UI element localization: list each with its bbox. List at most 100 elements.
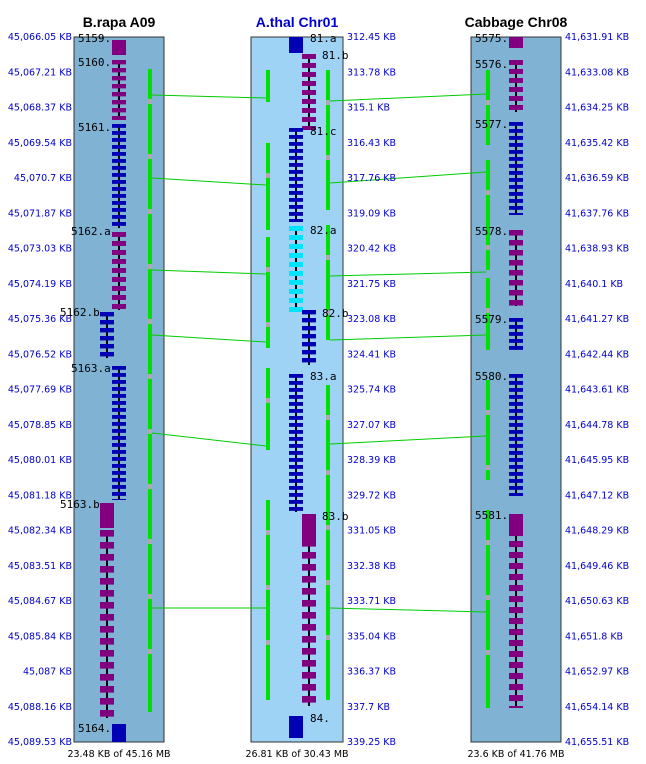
gene-exon xyxy=(509,563,523,570)
gene-exon xyxy=(100,554,114,561)
gene-exon xyxy=(302,612,316,619)
gene-model xyxy=(289,226,303,312)
gene-exon xyxy=(302,326,316,331)
tick-label: 41,651.8 KB xyxy=(565,631,623,642)
gene-exon xyxy=(100,674,114,681)
gene-model xyxy=(289,37,303,53)
gene-exon xyxy=(100,344,114,349)
track-gap xyxy=(148,429,152,434)
gene-exon xyxy=(112,401,126,405)
gene-exon xyxy=(112,499,126,500)
gene-model xyxy=(302,540,316,706)
tick-label: 45,084.67 KB xyxy=(8,596,72,607)
tick-label: 45,073.03 KB xyxy=(8,244,72,255)
gene-model xyxy=(289,128,303,222)
gene-exon xyxy=(509,136,523,140)
gene-exon xyxy=(509,479,523,483)
gene-model xyxy=(509,230,523,306)
tick-label: 45,081.18 KB xyxy=(8,490,72,501)
gene-exon xyxy=(112,92,126,97)
gene-label: 5581. xyxy=(475,509,508,522)
gene-exon xyxy=(289,472,303,476)
gene-exon xyxy=(100,352,114,357)
gene-exon xyxy=(509,129,523,133)
panel-caption-brapa: 23.48 KB of 45.16 MB xyxy=(67,749,170,760)
gene-label: 5162.a xyxy=(71,225,111,238)
tick-label: 335.04 KB xyxy=(347,631,396,642)
gene-exon xyxy=(112,457,126,461)
gene-label: 5161. xyxy=(78,121,111,134)
tick-label: 325.74 KB xyxy=(347,385,396,396)
synteny-link xyxy=(151,177,267,186)
gene-exon xyxy=(509,332,523,336)
tick-label: 45,078.85 KB xyxy=(8,420,72,431)
gene-exon xyxy=(509,185,523,189)
gene-exon xyxy=(302,310,316,315)
gene-exon xyxy=(302,358,316,363)
gene-label: 5578. xyxy=(475,225,508,238)
gene-exon xyxy=(509,651,523,658)
gene-exon xyxy=(112,116,126,120)
gene-exon xyxy=(509,596,523,603)
tick-label: 331.05 KB xyxy=(347,526,396,537)
gene-exon xyxy=(112,373,126,377)
tick-label: 41,654.14 KB xyxy=(565,702,629,713)
gene-exon xyxy=(509,270,523,276)
alignment-track xyxy=(326,225,330,340)
tick-label: 45,080.01 KB xyxy=(8,455,72,466)
tick-label: 45,066.05 KB xyxy=(8,32,72,43)
gene-label: 81.c xyxy=(310,125,337,138)
tick-label: 41,650.63 KB xyxy=(565,596,629,607)
gene-model xyxy=(509,530,523,708)
tick-label: 45,067.21 KB xyxy=(8,67,72,78)
gene-label: 5576. xyxy=(475,58,508,71)
tick-label: 41,648.29 KB xyxy=(565,526,629,537)
ticks-athal: 312.45 KB 313.78 KB 315.1 KB 316.43 KB 317.7… xyxy=(347,32,396,748)
gene-exon xyxy=(302,342,316,347)
gene-exon xyxy=(289,493,303,497)
tick-label: 317.76 KB xyxy=(347,173,396,184)
tick-label: 45,070.7 KB xyxy=(14,173,72,184)
track-gap xyxy=(486,100,490,105)
gene-intron-line xyxy=(118,60,120,120)
gene-exon xyxy=(112,259,126,264)
gene-intron-line xyxy=(295,374,297,512)
gene-intron-line xyxy=(295,226,297,312)
track-gap xyxy=(266,322,270,327)
tick-label: 329.72 KB xyxy=(347,490,396,501)
gene-exon xyxy=(509,206,523,210)
gene-exon xyxy=(509,640,523,647)
gene-exon xyxy=(112,222,126,226)
track-gap xyxy=(266,640,270,645)
gene-exon xyxy=(509,230,523,236)
gene-exon xyxy=(509,164,523,168)
tick-label: 45,085.84 KB xyxy=(8,631,72,642)
synteny-link xyxy=(329,607,487,613)
gene-exon xyxy=(509,437,523,441)
alignment-track xyxy=(326,385,330,700)
gene-exon xyxy=(509,458,523,462)
gene-exon xyxy=(289,262,303,267)
track-gap xyxy=(326,155,330,160)
gene-model xyxy=(289,374,303,512)
gene-exon xyxy=(509,325,523,329)
gene-models xyxy=(100,37,523,742)
gene-exon xyxy=(289,289,303,294)
track-segment xyxy=(486,70,490,145)
gene-exon xyxy=(289,177,303,181)
gene-exon xyxy=(289,381,303,385)
synteny-link xyxy=(151,269,267,275)
gene-exon xyxy=(509,629,523,636)
synteny-link xyxy=(329,334,487,341)
gene-exon xyxy=(112,450,126,454)
synteny-link xyxy=(329,435,487,445)
gene-label: 5163.b xyxy=(60,498,100,511)
track-gap xyxy=(266,585,270,590)
track-segment xyxy=(266,237,270,348)
track-segment xyxy=(266,368,270,450)
tick-label: 41,645.95 KB xyxy=(565,455,629,466)
gene-exon xyxy=(289,716,303,738)
tick-label: 324.41 KB xyxy=(347,349,396,360)
tick-label: 41,636.59 KB xyxy=(565,173,629,184)
tick-label: 312.45 KB xyxy=(347,32,396,43)
